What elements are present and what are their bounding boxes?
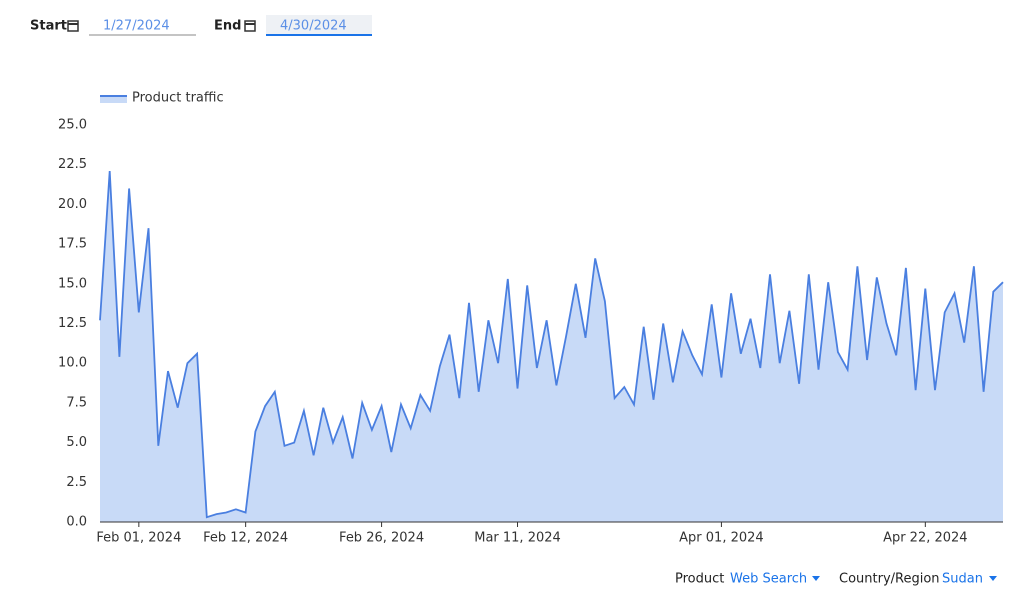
y-tick-label: 10.0 [58,356,87,371]
y-tick-label: 7.5 [66,395,87,410]
y-tick-label: 15.0 [58,276,87,291]
x-tick-label: Feb 12, 2024 [203,531,288,546]
start-label: Start [30,19,67,34]
calendar-icon [244,20,256,32]
chart: 0.0 2.5 5.0 7.5 10.0 12.5 15.0 17.5 20.0 22.5 25.0… [58,91,1004,546]
area [100,171,1003,522]
start-date-input[interactable]: 1/27/2024 [103,19,170,34]
y-tick-label: 22.5 [58,157,87,172]
dropdown-arrow[interactable] [989,576,997,581]
y-tick-label: 2.5 [66,475,87,490]
x-tick-label: Apr 01, 2024 [679,531,764,546]
end-input-bg [266,15,372,35]
x-tick-label: Feb 26, 2024 [339,531,424,546]
y-tick-label: 12.5 [58,316,87,331]
x-tick-label: Feb 01, 2024 [96,531,181,546]
legend-label: Product traffic [132,91,224,106]
y-tick-label: 17.5 [58,237,87,252]
line [99,171,1004,519]
calendar-icon [67,20,79,32]
end-label: End [214,19,241,34]
product-select[interactable]: Web Search [730,572,807,587]
dropdown-arrow[interactable] [812,576,820,581]
end-date-input[interactable]: 4/30/2024 [280,19,347,34]
region-select[interactable]: Sudan [942,572,983,587]
x-tick-label: Mar 11, 2024 [474,531,561,546]
y-tick-label: 0.0 [66,515,87,530]
region-label: Country/Region [839,572,940,587]
y-tick-label: 20.0 [58,197,87,212]
y-tick-label: 5.0 [66,435,87,450]
product-label: Product [675,572,724,587]
legend-swatch [100,95,127,103]
x-tick-label: Apr 22, 2024 [883,531,968,546]
y-tick-label: 25.0 [58,118,87,133]
